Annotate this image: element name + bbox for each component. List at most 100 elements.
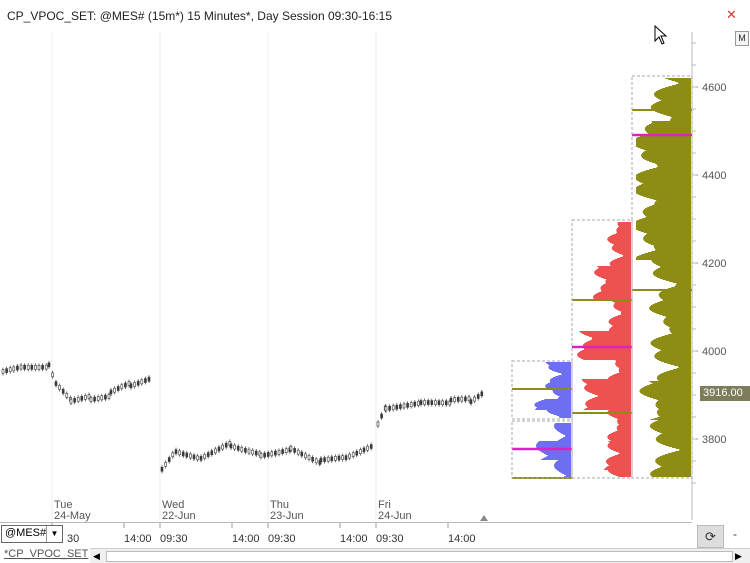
time-label: 09:30 [160, 533, 188, 545]
profile-bar [655, 462, 691, 463]
profile-bar [609, 448, 631, 449]
profile-bar [666, 115, 691, 116]
profile-bar [613, 244, 631, 245]
profile-bar [670, 119, 691, 120]
profile-bar [661, 466, 691, 467]
profile-bar [550, 379, 571, 380]
profile-bar [649, 308, 691, 309]
profile-bar [657, 352, 691, 353]
profile-bar [642, 171, 691, 172]
candle-body [388, 405, 391, 411]
profile-bar [645, 208, 691, 209]
profile-bar [664, 324, 691, 325]
candle-body [120, 384, 124, 390]
profile-bar [541, 459, 571, 460]
profile-bar [607, 438, 631, 439]
candle-body [304, 453, 307, 459]
profile-bar [650, 343, 691, 344]
profile-bar [640, 231, 691, 232]
candle-body [12, 366, 16, 372]
price-tick-4600: 4600 [702, 82, 726, 94]
profile-bar [658, 294, 691, 295]
candle-body [8, 367, 12, 373]
profile-bar [636, 143, 691, 144]
profile-bar [541, 400, 571, 401]
profile-bar [656, 402, 691, 403]
candle-body [419, 400, 423, 405]
profile-bar [577, 356, 631, 357]
candle-body [344, 455, 348, 460]
profile-bar [608, 241, 631, 242]
refresh-icon[interactable]: ⟳ [697, 525, 724, 548]
scroll-thumb[interactable] [106, 551, 733, 562]
profile-bar [615, 361, 631, 362]
profile-bar [668, 334, 691, 335]
profile-bar [558, 397, 571, 398]
profile-bar [643, 240, 691, 241]
profile-bar [638, 173, 691, 174]
profile-bar [636, 189, 691, 190]
profile-bar [644, 241, 691, 242]
scroll-right-icon[interactable]: ▶ [735, 551, 742, 561]
candle-body [65, 393, 69, 398]
profile-bar [535, 406, 571, 407]
profile-bar [548, 364, 571, 365]
horizontal-scrollbar[interactable]: ◀ ▶ [90, 548, 750, 563]
candle-body [259, 453, 263, 458]
profile-bar [563, 437, 571, 438]
profile-bar [656, 440, 691, 441]
profile-bar [611, 248, 631, 249]
profile-bar [655, 111, 691, 112]
profile-bar [636, 188, 691, 189]
profile-bar [593, 298, 631, 299]
profile-bar [656, 412, 691, 413]
profile-bar [654, 95, 691, 96]
profile-bar [663, 372, 691, 373]
profile-bar [653, 199, 691, 200]
candle-body [87, 394, 91, 399]
candle-body [206, 452, 210, 457]
profile-bar [657, 441, 691, 442]
profile-bar [641, 156, 691, 157]
chevron-down-icon[interactable]: ▼ [46, 526, 62, 542]
close-icon[interactable]: ✕ [726, 8, 737, 23]
m-button[interactable]: M [735, 31, 749, 46]
profile-bar [636, 179, 691, 180]
profile-bar [557, 470, 571, 471]
profile-bar [651, 108, 691, 109]
profile-bar [661, 433, 691, 434]
profile-bar [657, 165, 691, 166]
tab-cp-vpoc-set[interactable]: *CP_VPOC_SET [4, 548, 89, 560]
profile-bar [655, 469, 691, 470]
profile-bar [655, 347, 691, 348]
profile-bar [643, 238, 691, 239]
profile-bar [594, 271, 631, 272]
profile-bar [589, 340, 631, 341]
window-title: CP_VPOC_SET: @MES# (15m*) 15 Minutes*, D… [7, 9, 393, 23]
profile-bar [581, 350, 631, 351]
candle-body [399, 404, 402, 409]
profile-bar [608, 458, 631, 459]
current-price-label: 3916.00 [700, 386, 750, 401]
profile-bar [671, 333, 691, 334]
profile-bar [610, 327, 631, 328]
profile-bar [536, 407, 571, 408]
profile-bar [659, 301, 691, 302]
profile-bar [605, 280, 631, 281]
profile-bar [657, 348, 691, 349]
profile-bar [613, 234, 631, 235]
symbol-selector[interactable]: @MES# ▼ [1, 525, 63, 543]
scroll-left-icon[interactable]: ◀ [93, 551, 100, 561]
profile-bar [661, 361, 691, 362]
profile-bar [660, 266, 691, 267]
profile-bar [585, 402, 631, 403]
profile-bar [559, 439, 571, 440]
profile-bar [578, 352, 631, 353]
profile-bar [660, 292, 691, 293]
candle-body [296, 449, 300, 455]
profile-bar [659, 89, 691, 90]
profile-bar [654, 275, 691, 276]
candle-body [311, 456, 314, 462]
profile-bar [659, 467, 691, 468]
